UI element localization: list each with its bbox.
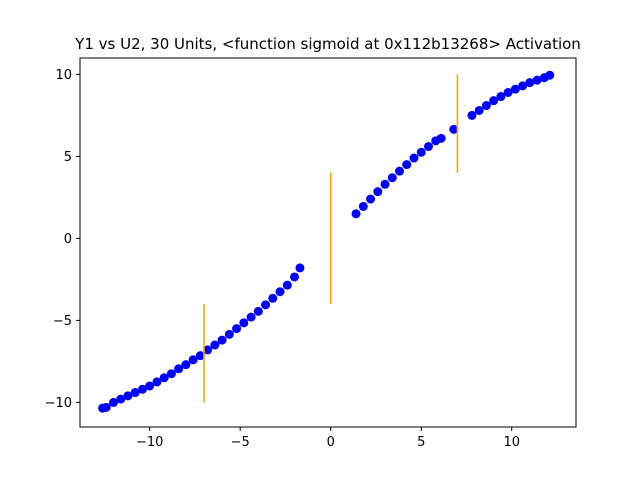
data-point [261, 300, 271, 310]
x-tick-label: 5 [417, 435, 425, 450]
data-point [101, 402, 111, 412]
data-point [123, 391, 133, 401]
data-point [290, 272, 300, 282]
data-point [402, 160, 412, 170]
y-tick-label: −5 [53, 314, 72, 329]
data-point [246, 312, 256, 322]
data-point [436, 133, 446, 143]
data-point [268, 293, 278, 303]
data-point [532, 75, 542, 85]
data-point [449, 124, 459, 134]
data-point [130, 388, 140, 398]
data-point [510, 84, 520, 94]
data-point [181, 360, 191, 370]
data-point [232, 324, 242, 334]
data-point [116, 394, 126, 404]
data-point [416, 147, 426, 157]
data-point [217, 335, 227, 345]
data-point [174, 364, 184, 374]
data-point [351, 209, 361, 219]
chart-title: Y1 vs U2, 30 Units, <function sigmoid at… [74, 35, 581, 53]
data-point [366, 194, 376, 204]
data-point [282, 280, 292, 290]
data-point [467, 110, 477, 120]
data-point [395, 166, 404, 176]
data-point [188, 355, 198, 365]
y-tick-label: −10 [45, 396, 72, 411]
data-point [545, 70, 555, 80]
plot-area [98, 70, 555, 413]
x-tick-label: −5 [231, 435, 250, 450]
data-point [503, 87, 513, 97]
x-tick-label: 0 [327, 435, 335, 450]
data-point [203, 345, 213, 355]
y-tick-label: 0 [64, 232, 72, 247]
data-point [525, 78, 535, 88]
data-point [409, 153, 419, 163]
data-point [253, 306, 263, 316]
axes: −10 −5 0 5 10 −10 −5 0 5 10 [45, 68, 520, 450]
data-point [358, 201, 368, 211]
data-point [145, 381, 155, 391]
data-point [387, 173, 397, 183]
data-point [373, 187, 383, 197]
data-point [108, 397, 118, 407]
data-point [239, 318, 249, 328]
data-point [481, 101, 491, 111]
data-point [380, 179, 390, 189]
axes-frame [79, 57, 577, 428]
data-point [489, 96, 499, 106]
data-point [152, 377, 162, 387]
data-point [137, 384, 147, 394]
data-point [518, 81, 528, 91]
data-point [295, 263, 305, 273]
data-point [474, 105, 484, 115]
x-tick-label: −10 [136, 435, 163, 450]
data-point [210, 340, 220, 350]
data-point [423, 142, 433, 152]
data-point [275, 287, 285, 297]
data-point [159, 373, 169, 383]
data-point [195, 351, 205, 361]
x-tick-label: 10 [503, 435, 520, 450]
y-tick-label: 10 [55, 68, 72, 83]
data-point [166, 369, 176, 379]
data-point [224, 329, 234, 339]
data-point [496, 92, 506, 102]
y-tick-label: 5 [64, 150, 72, 165]
